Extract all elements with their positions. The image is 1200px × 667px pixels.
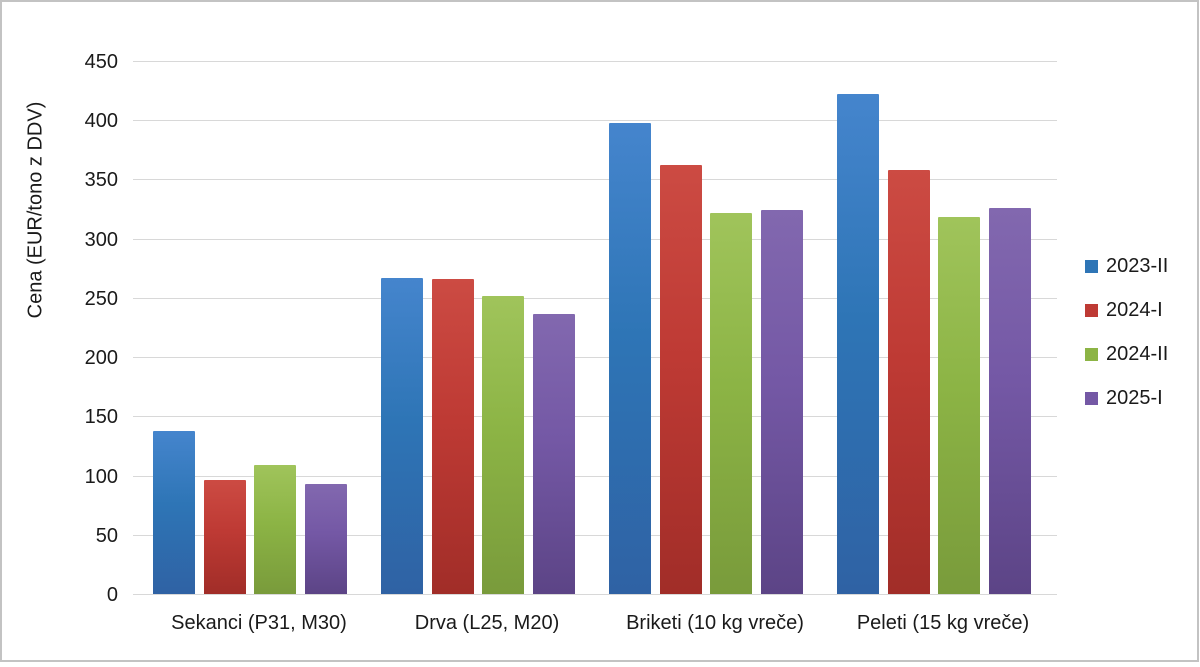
y-tick-label-50: 50: [95, 524, 118, 547]
gridline-300: [133, 238, 1057, 240]
bar-2024-II-category-0: [254, 464, 296, 594]
bar-2023-II-category-0: [153, 430, 195, 594]
bar-2025-I-category-3: [988, 207, 1031, 594]
legend-entry-2023-II: 2023-II: [1085, 255, 1168, 278]
bar-2024-I-category-2: [659, 165, 702, 594]
gridline-100: [133, 475, 1057, 477]
x-axis-label-2: Briketi (10 kg vreče): [626, 612, 804, 634]
bar-2024-I-category-0: [203, 480, 246, 594]
legend-entry-2024-I: 2024-I: [1085, 299, 1163, 322]
y-axis-title: Cena (EUR/tono z DDV): [24, 101, 47, 319]
gridline-450: [133, 61, 1057, 62]
x-axis-label-0: Sekanci (P31, M30): [171, 612, 347, 634]
y-tick-label-300: 300: [84, 228, 118, 251]
y-tick-label-250: 250: [84, 287, 118, 310]
bar-2024-II-category-2: [710, 212, 752, 594]
y-tick-label-200: 200: [84, 347, 118, 370]
x-axis-label-3: Peleti (15 kg vreče): [856, 612, 1030, 634]
bar-2024-I-category-1: [431, 278, 474, 594]
plot-area: [133, 61, 1057, 595]
gridline-350: [133, 179, 1057, 181]
legend-entry-2024-II: 2024-II: [1085, 343, 1168, 366]
gridline-50: [133, 534, 1057, 536]
legend-label: 2023-II: [1106, 255, 1169, 277]
gridline-150: [133, 416, 1057, 418]
legend-swatch-icon: [1085, 348, 1098, 361]
y-tick-label-0: 0: [106, 584, 118, 606]
y-tick-label-450: 450: [84, 51, 118, 73]
legend-swatch-icon: [1085, 304, 1098, 317]
bar-2025-I-category-2: [760, 210, 803, 594]
y-tick-label-350: 350: [84, 169, 118, 192]
y-tick-label-400: 400: [84, 110, 118, 133]
bar-2023-II-category-1: [381, 277, 423, 594]
legend-swatch-icon: [1085, 392, 1098, 405]
legend-label: 2025-I: [1106, 387, 1163, 409]
gridline-0: [133, 594, 1057, 595]
y-tick-label-100: 100: [84, 465, 118, 488]
bar-2023-II-category-2: [609, 122, 651, 594]
legend-label: 2024-II: [1106, 343, 1169, 365]
gridline-200: [133, 357, 1057, 359]
legend-entry-2025-I: 2025-I: [1085, 387, 1163, 410]
bar-2024-I-category-3: [887, 169, 930, 594]
gridline-250: [133, 297, 1057, 299]
legend-swatch-icon: [1085, 260, 1098, 273]
gridline-400: [133, 120, 1057, 122]
bar-2024-II-category-3: [938, 217, 980, 594]
bar-2025-I-category-1: [532, 314, 575, 594]
legend-label: 2024-I: [1106, 299, 1163, 321]
bar-2025-I-category-0: [304, 483, 347, 594]
y-tick-label-150: 150: [84, 406, 118, 429]
x-axis-label-1: Drva (L25, M20): [414, 612, 560, 634]
bar-2023-II-category-3: [837, 94, 879, 594]
bar-2024-II-category-1: [482, 295, 524, 594]
